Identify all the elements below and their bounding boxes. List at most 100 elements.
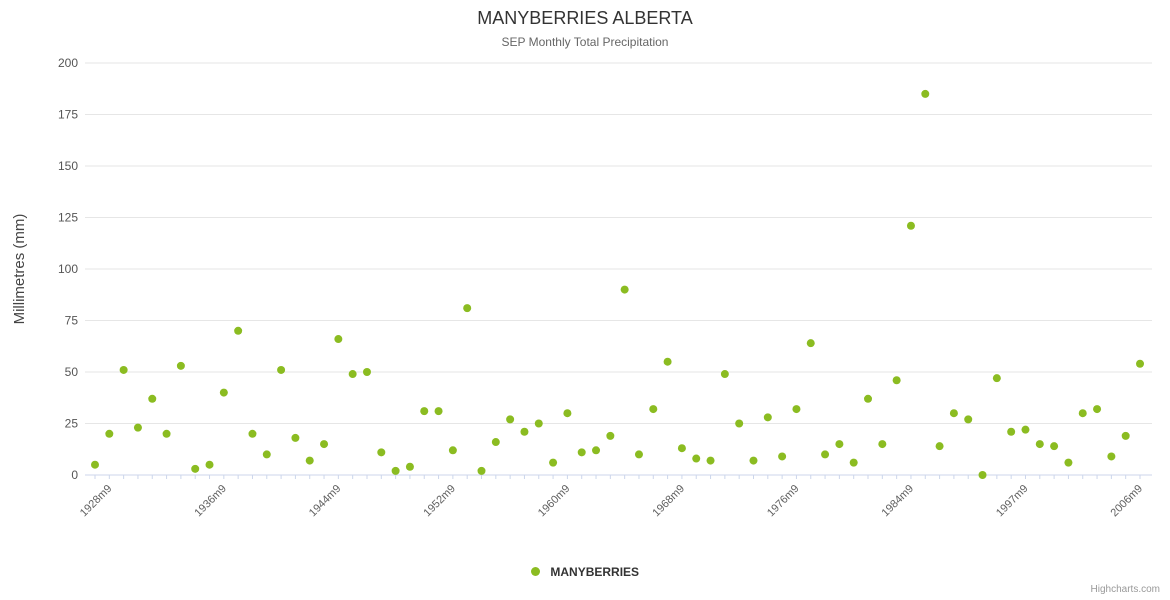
data-point[interactable] — [305, 456, 314, 465]
legend: MANYBERRIES — [0, 563, 1170, 581]
data-point[interactable] — [119, 365, 128, 374]
x-axis-tick-label: 1968m9 — [650, 483, 687, 520]
y-axis-tick-label: 75 — [65, 314, 79, 328]
data-point[interactable] — [864, 394, 873, 403]
data-point[interactable] — [162, 429, 171, 438]
data-point[interactable] — [949, 409, 958, 418]
data-point[interactable] — [133, 423, 142, 432]
data-point[interactable] — [606, 431, 615, 440]
data-point[interactable] — [1035, 440, 1044, 449]
data-point[interactable] — [663, 357, 672, 366]
data-point[interactable] — [921, 89, 930, 98]
data-point[interactable] — [91, 460, 99, 469]
data-point[interactable] — [320, 440, 329, 449]
data-point[interactable] — [1050, 442, 1059, 451]
y-axis-tick-label: 150 — [58, 159, 78, 173]
data-point[interactable] — [634, 450, 643, 459]
data-point[interactable] — [1021, 425, 1030, 434]
x-axis-tick-label: 1936m9 — [192, 483, 229, 520]
data-point[interactable] — [277, 365, 286, 374]
data-point[interactable] — [1136, 359, 1144, 368]
data-point[interactable] — [935, 442, 944, 451]
data-point[interactable] — [649, 405, 658, 414]
data-point[interactable] — [148, 394, 157, 403]
data-point[interactable] — [906, 221, 915, 230]
x-axis-tick-label: 1952m9 — [421, 483, 458, 520]
data-point[interactable] — [735, 419, 744, 428]
x-axis-tick-label: 1928m9 — [78, 483, 115, 520]
x-axis-tick-label: 1976m9 — [765, 483, 802, 520]
data-point[interactable] — [563, 409, 572, 418]
data-point[interactable] — [377, 448, 386, 457]
data-point[interactable] — [778, 452, 787, 461]
data-point[interactable] — [491, 438, 500, 447]
data-point[interactable] — [234, 326, 243, 335]
data-point[interactable] — [420, 407, 429, 416]
y-axis-tick-label: 200 — [58, 56, 78, 70]
data-point[interactable] — [1064, 458, 1073, 467]
data-point[interactable] — [978, 471, 987, 479]
data-point[interactable] — [821, 450, 830, 459]
data-point[interactable] — [463, 304, 472, 313]
data-point[interactable] — [964, 415, 973, 424]
data-point[interactable] — [763, 413, 772, 422]
data-point[interactable] — [792, 405, 801, 414]
data-point[interactable] — [835, 440, 844, 449]
data-point[interactable] — [405, 462, 414, 471]
data-point[interactable] — [992, 374, 1001, 383]
data-point[interactable] — [692, 454, 701, 463]
data-point[interactable] — [448, 446, 457, 455]
data-point[interactable] — [262, 450, 271, 459]
x-axis-tick-label: 2006m9 — [1109, 483, 1146, 520]
x-axis-tick-label: 1960m9 — [536, 483, 573, 520]
data-point[interactable] — [334, 335, 343, 344]
y-axis-tick-label: 25 — [65, 417, 79, 431]
data-point[interactable] — [706, 456, 715, 465]
data-point[interactable] — [506, 415, 515, 424]
x-axis-tick-label: 1944m9 — [307, 483, 344, 520]
data-point[interactable] — [720, 370, 729, 379]
data-point[interactable] — [577, 448, 586, 457]
data-point[interactable] — [806, 339, 815, 348]
data-point[interactable] — [1007, 427, 1016, 436]
data-point[interactable] — [749, 456, 758, 465]
data-point[interactable] — [291, 433, 300, 442]
y-axis-tick-label: 175 — [58, 108, 78, 122]
y-axis-tick-label: 50 — [65, 365, 79, 379]
chart-title: MANYBERRIES ALBERTA — [477, 8, 693, 28]
data-point[interactable] — [176, 361, 185, 370]
data-point[interactable] — [549, 458, 558, 467]
data-point[interactable] — [362, 368, 371, 376]
data-point[interactable] — [849, 458, 858, 467]
data-point[interactable] — [1121, 431, 1130, 440]
legend-item-manyberries[interactable]: MANYBERRIES — [530, 563, 640, 581]
data-point[interactable] — [105, 429, 114, 438]
y-axis-title: Millimetres (mm) — [11, 214, 28, 325]
data-point[interactable] — [477, 466, 486, 475]
legend-marker-icon — [530, 567, 540, 577]
data-point[interactable] — [1093, 405, 1102, 414]
data-point[interactable] — [620, 285, 629, 294]
data-point[interactable] — [348, 370, 357, 379]
legend-label: MANYBERRIES — [550, 564, 640, 579]
data-point[interactable] — [1078, 409, 1087, 418]
data-point[interactable] — [219, 388, 228, 397]
data-point[interactable] — [520, 427, 529, 436]
highcharts-credit-link[interactable]: Highcharts.com — [1090, 584, 1160, 595]
x-axis-tick-label: 1997m9 — [994, 483, 1031, 520]
data-point[interactable] — [434, 407, 443, 416]
data-point[interactable] — [892, 376, 901, 385]
data-point[interactable] — [391, 466, 400, 475]
data-point[interactable] — [191, 464, 200, 473]
x-axis: 1928m9 1936m9 1944m9 1952m9 1960m9 1968m9 1976… — [78, 474, 1152, 520]
data-point[interactable] — [534, 419, 543, 428]
data-point[interactable] — [1107, 452, 1116, 461]
data-point[interactable] — [248, 429, 257, 438]
data-point[interactable] — [677, 444, 686, 453]
data-point[interactable] — [878, 440, 887, 449]
data-point[interactable] — [205, 460, 214, 469]
data-point[interactable] — [592, 446, 601, 455]
chart-subtitle: SEP Monthly Total Precipitation — [501, 35, 669, 49]
